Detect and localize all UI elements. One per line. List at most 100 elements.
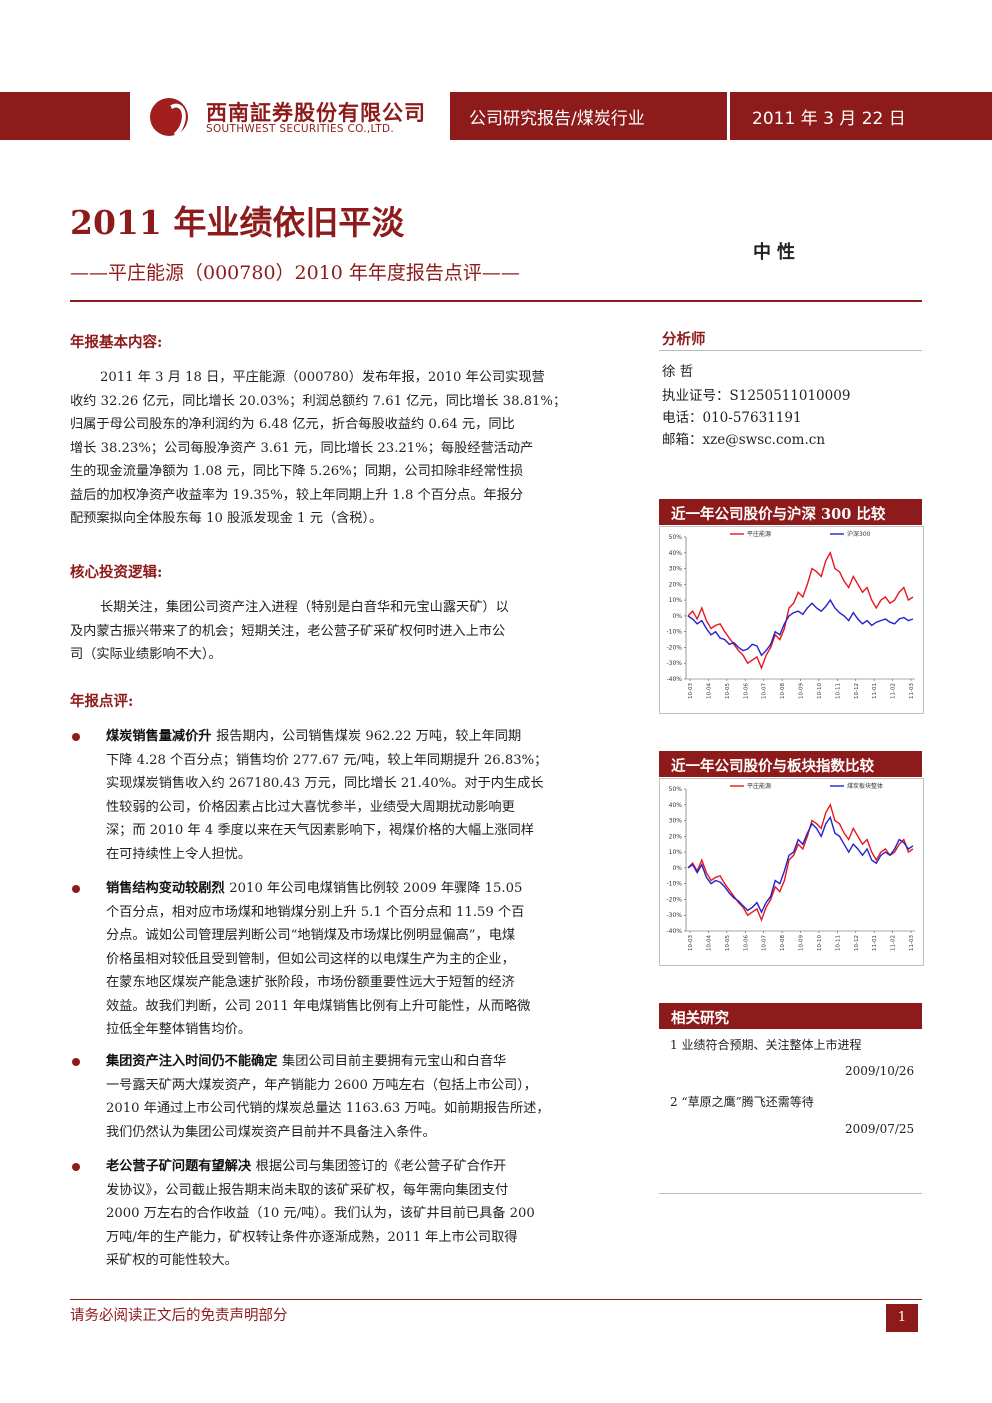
text-line: 归属于母公司股东的净利润约为 6.48 亿元，折合每股收益约 0.64 元，同比	[70, 417, 515, 432]
y-tick-label: -40%	[666, 676, 682, 683]
analyst-divider	[659, 350, 922, 351]
text-line: 销售结构变动较剧烈 2010 年公司电煤销售比例较 2009 年骤降 15.05	[106, 877, 610, 901]
bullet-dot-icon	[72, 885, 80, 893]
y-tick-label: -30%	[666, 660, 682, 667]
chart2-title: 近一年公司股价与板块指数比较	[671, 758, 874, 775]
text-line: 一号露天矿两大煤炭资产，年产销能力 2600 万吨左右（包括上市公司），	[106, 1077, 537, 1093]
y-tick-label: -10%	[666, 881, 682, 888]
chart1-box: 50% 40% 30% 20% 10% 0% -10% -20% -30% -40% 10-03 10…	[659, 526, 924, 714]
x-tick-label: 10-03	[688, 683, 694, 699]
x-tick-label: 10-12	[854, 683, 860, 699]
analyst-cert: 执业证号：S1250511010009	[662, 388, 851, 404]
related-date-2: 2009/07/25	[845, 1122, 915, 1136]
x-tick-label: 10-09	[799, 935, 805, 951]
text-line: 我们仍然认为集团公司煤炭资产目前并不具备注入条件。	[106, 1124, 436, 1140]
page-title: 2011 年业绩依旧平淡	[70, 203, 405, 242]
series-line-2	[687, 815, 914, 914]
text-line: 在可持续性上令人担忧。	[106, 846, 252, 862]
chart2-box: 50% 40% 30% 20% 10% 0% -10% -20% -30% -40% 10-03 10…	[659, 778, 924, 966]
y-tick-label: -20%	[666, 644, 682, 651]
x-tick-label: 10-07	[762, 683, 768, 699]
text-line: 个百分点，相对应市场煤和地销煤分别上升 5.1 个百分点和 11.59 个百	[106, 904, 525, 920]
x-tick-label: 10-06	[743, 935, 749, 951]
bullet-paragraph: 销售结构变动较剧烈 2010 年公司电煤销售比例较 2009 年骤降 15.05…	[106, 877, 610, 1042]
chart2-svg: 50% 40% 30% 20% 10% 0% -10% -20% -30% -40% 10-03 10…	[666, 782, 915, 951]
text-line: 性较弱的公司，价格因素占比过大喜忧参半，业绩受大周期扰动影响更	[106, 799, 515, 815]
text-line: 及内蒙古振兴带来了的机会；短期关注，老公营子矿采矿权何时进入上市公	[70, 623, 506, 639]
bullet-paragraph: 老公营子矿问题有望解决 根据公司与集团签订的《老公营子矿合作开 发协议》，公司截止…	[106, 1155, 610, 1273]
legend-label: 平庄能源	[747, 782, 771, 790]
company-name-cn: 西南証券股份有限公司	[206, 100, 426, 125]
bullet-paragraph: 集团资产注入时间仍不能确定 集团公司目前主要拥有元宝山和白音华一号露天矿两大煤炭…	[106, 1050, 610, 1144]
analyst-section-title: 分析师	[662, 331, 706, 348]
text-line: 效益。故我们判断，公司 2011 年电煤销售比例有上升可能性，从而略微	[106, 998, 531, 1014]
title-divider	[70, 300, 922, 302]
x-tick-label: 10-08	[780, 935, 786, 951]
bullet-text: 报告期内，公司销售煤炭 962.22 万吨，较上年同期	[216, 729, 522, 744]
section-title-review: 年报点评:	[70, 693, 134, 710]
related-item-1[interactable]: 1 业绩符合预期、关注整体上市进程	[670, 1038, 862, 1052]
analyst-email[interactable]: 邮箱：xze@swsc.com.cn	[662, 432, 826, 448]
section-title-logic: 核心投资逻辑:	[70, 564, 163, 581]
text-line: 在蒙东地区煤炭产能急速扩张阶段，市场份额重要性远大于短暂的经济	[106, 975, 515, 990]
text-line: 增长 38.23%；公司每股净资产 3.61 元，同比增长 23.21%；每股经…	[70, 440, 534, 456]
x-tick-label: 10-05	[725, 935, 731, 951]
bullet-heading: 销售结构变动较剧烈	[106, 881, 230, 896]
analyst-name: 徐 哲	[662, 364, 694, 380]
y-tick-label: -20%	[666, 896, 682, 903]
y-tick-label: 50%	[669, 786, 683, 793]
text-line: 司（实际业绩影响不大）。	[70, 647, 222, 662]
analyst-phone: 电话：010-57631191	[662, 410, 802, 426]
chart1-svg: 50% 40% 30% 20% 10% 0% -10% -20% -30% -40% 10-03 10…	[666, 530, 915, 699]
text-line: 拉低全年整体销售均价。	[106, 1022, 252, 1037]
x-tick-label: 10-04	[706, 683, 712, 699]
report-type: 公司研究报告/煤炭行业	[469, 109, 645, 129]
x-tick-label: 10-11	[835, 935, 841, 951]
footer-disclaimer: 请务必阅读正文后的免责声明部分	[70, 1308, 288, 1324]
x-tick-label: 10-03	[688, 935, 694, 951]
bullet-text: 根据公司与集团签订的《老公营子矿合作开	[255, 1159, 507, 1174]
chart2-title-bar: 近一年公司股价与板块指数比较	[659, 751, 922, 777]
series-line-2	[687, 598, 914, 657]
legend-label: 煤炭板块整体	[847, 782, 883, 790]
text-line: 集团资产注入时间仍不能确定 集团公司目前主要拥有元宝山和白音华	[106, 1050, 610, 1074]
related-title-bar: 相关研究	[659, 1003, 922, 1029]
y-tick-label: -30%	[666, 912, 682, 919]
y-tick-label: 40%	[669, 802, 683, 809]
page-number: 1	[886, 1304, 918, 1332]
bullet-dot-icon	[72, 733, 80, 741]
y-tick-label: 40%	[669, 550, 683, 557]
x-tick-label: 10-06	[743, 683, 749, 699]
bullet-heading: 煤炭销售量减价升	[106, 729, 217, 744]
related-divider	[659, 1193, 922, 1194]
bullet-text: 集团公司目前主要拥有元宝山和白音华	[282, 1054, 507, 1069]
header-divider	[727, 92, 730, 140]
x-tick-label: 10-05	[725, 683, 731, 699]
y-tick-label: 20%	[669, 581, 683, 588]
report-date: 2011 年 3 月 22 日	[752, 109, 906, 129]
logic-content: 长期关注，集团公司资产注入进程（特别是白音华和元宝山露天矿）以 及内蒙古振兴带来了…	[70, 596, 610, 667]
text-line: 发协议》，公司截止报告期末尚未取的该矿采矿权，每年需向集团支付	[106, 1182, 509, 1198]
x-tick-label: 11-03	[909, 935, 915, 951]
x-tick-label: 10-04	[706, 935, 712, 951]
y-tick-label: 0%	[672, 613, 682, 620]
text-line: 煤炭销售量减价升 报告期内，公司销售煤炭 962.22 万吨，较上年同期	[106, 725, 610, 749]
x-tick-label: 10-10	[817, 683, 823, 699]
x-tick-label: 10-08	[780, 683, 786, 699]
bullet-paragraph: 煤炭销售量减价升 报告期内，公司销售煤炭 962.22 万吨，较上年同期下降 4…	[106, 725, 610, 866]
company-logo-icon	[150, 98, 188, 136]
related-item-2[interactable]: 2 “草原之鹰”腾飞还需等待	[670, 1095, 814, 1109]
x-tick-label: 11-01	[872, 935, 878, 951]
text-line: 下降 4.28 个百分点；销售均价 277.67 元/吨，较上年同期提升 26.…	[106, 752, 548, 768]
page-subtitle: ——平庄能源（000780）2010 年年度报告点评——	[70, 262, 520, 284]
rating: 中性	[753, 242, 801, 263]
y-tick-label: 20%	[669, 833, 683, 840]
x-tick-label: 11-02	[891, 935, 897, 951]
legend-label: 沪深300	[847, 530, 871, 538]
bullet-heading: 集团资产注入时间仍不能确定	[106, 1054, 283, 1069]
x-tick-label: 10-09	[799, 683, 805, 699]
text-line: 深；而 2010 年 4 季度以来在天气因素影响下，褐煤价格的大幅上涨同样	[106, 823, 534, 838]
text-line: 采矿权的可能性较大。	[106, 1253, 238, 1268]
section-title-basic: 年报基本内容:	[70, 334, 163, 351]
text-line: 实现煤炭销售收入约 267180.43 万元，同比增长 21.40%。对于内生成…	[106, 776, 544, 791]
